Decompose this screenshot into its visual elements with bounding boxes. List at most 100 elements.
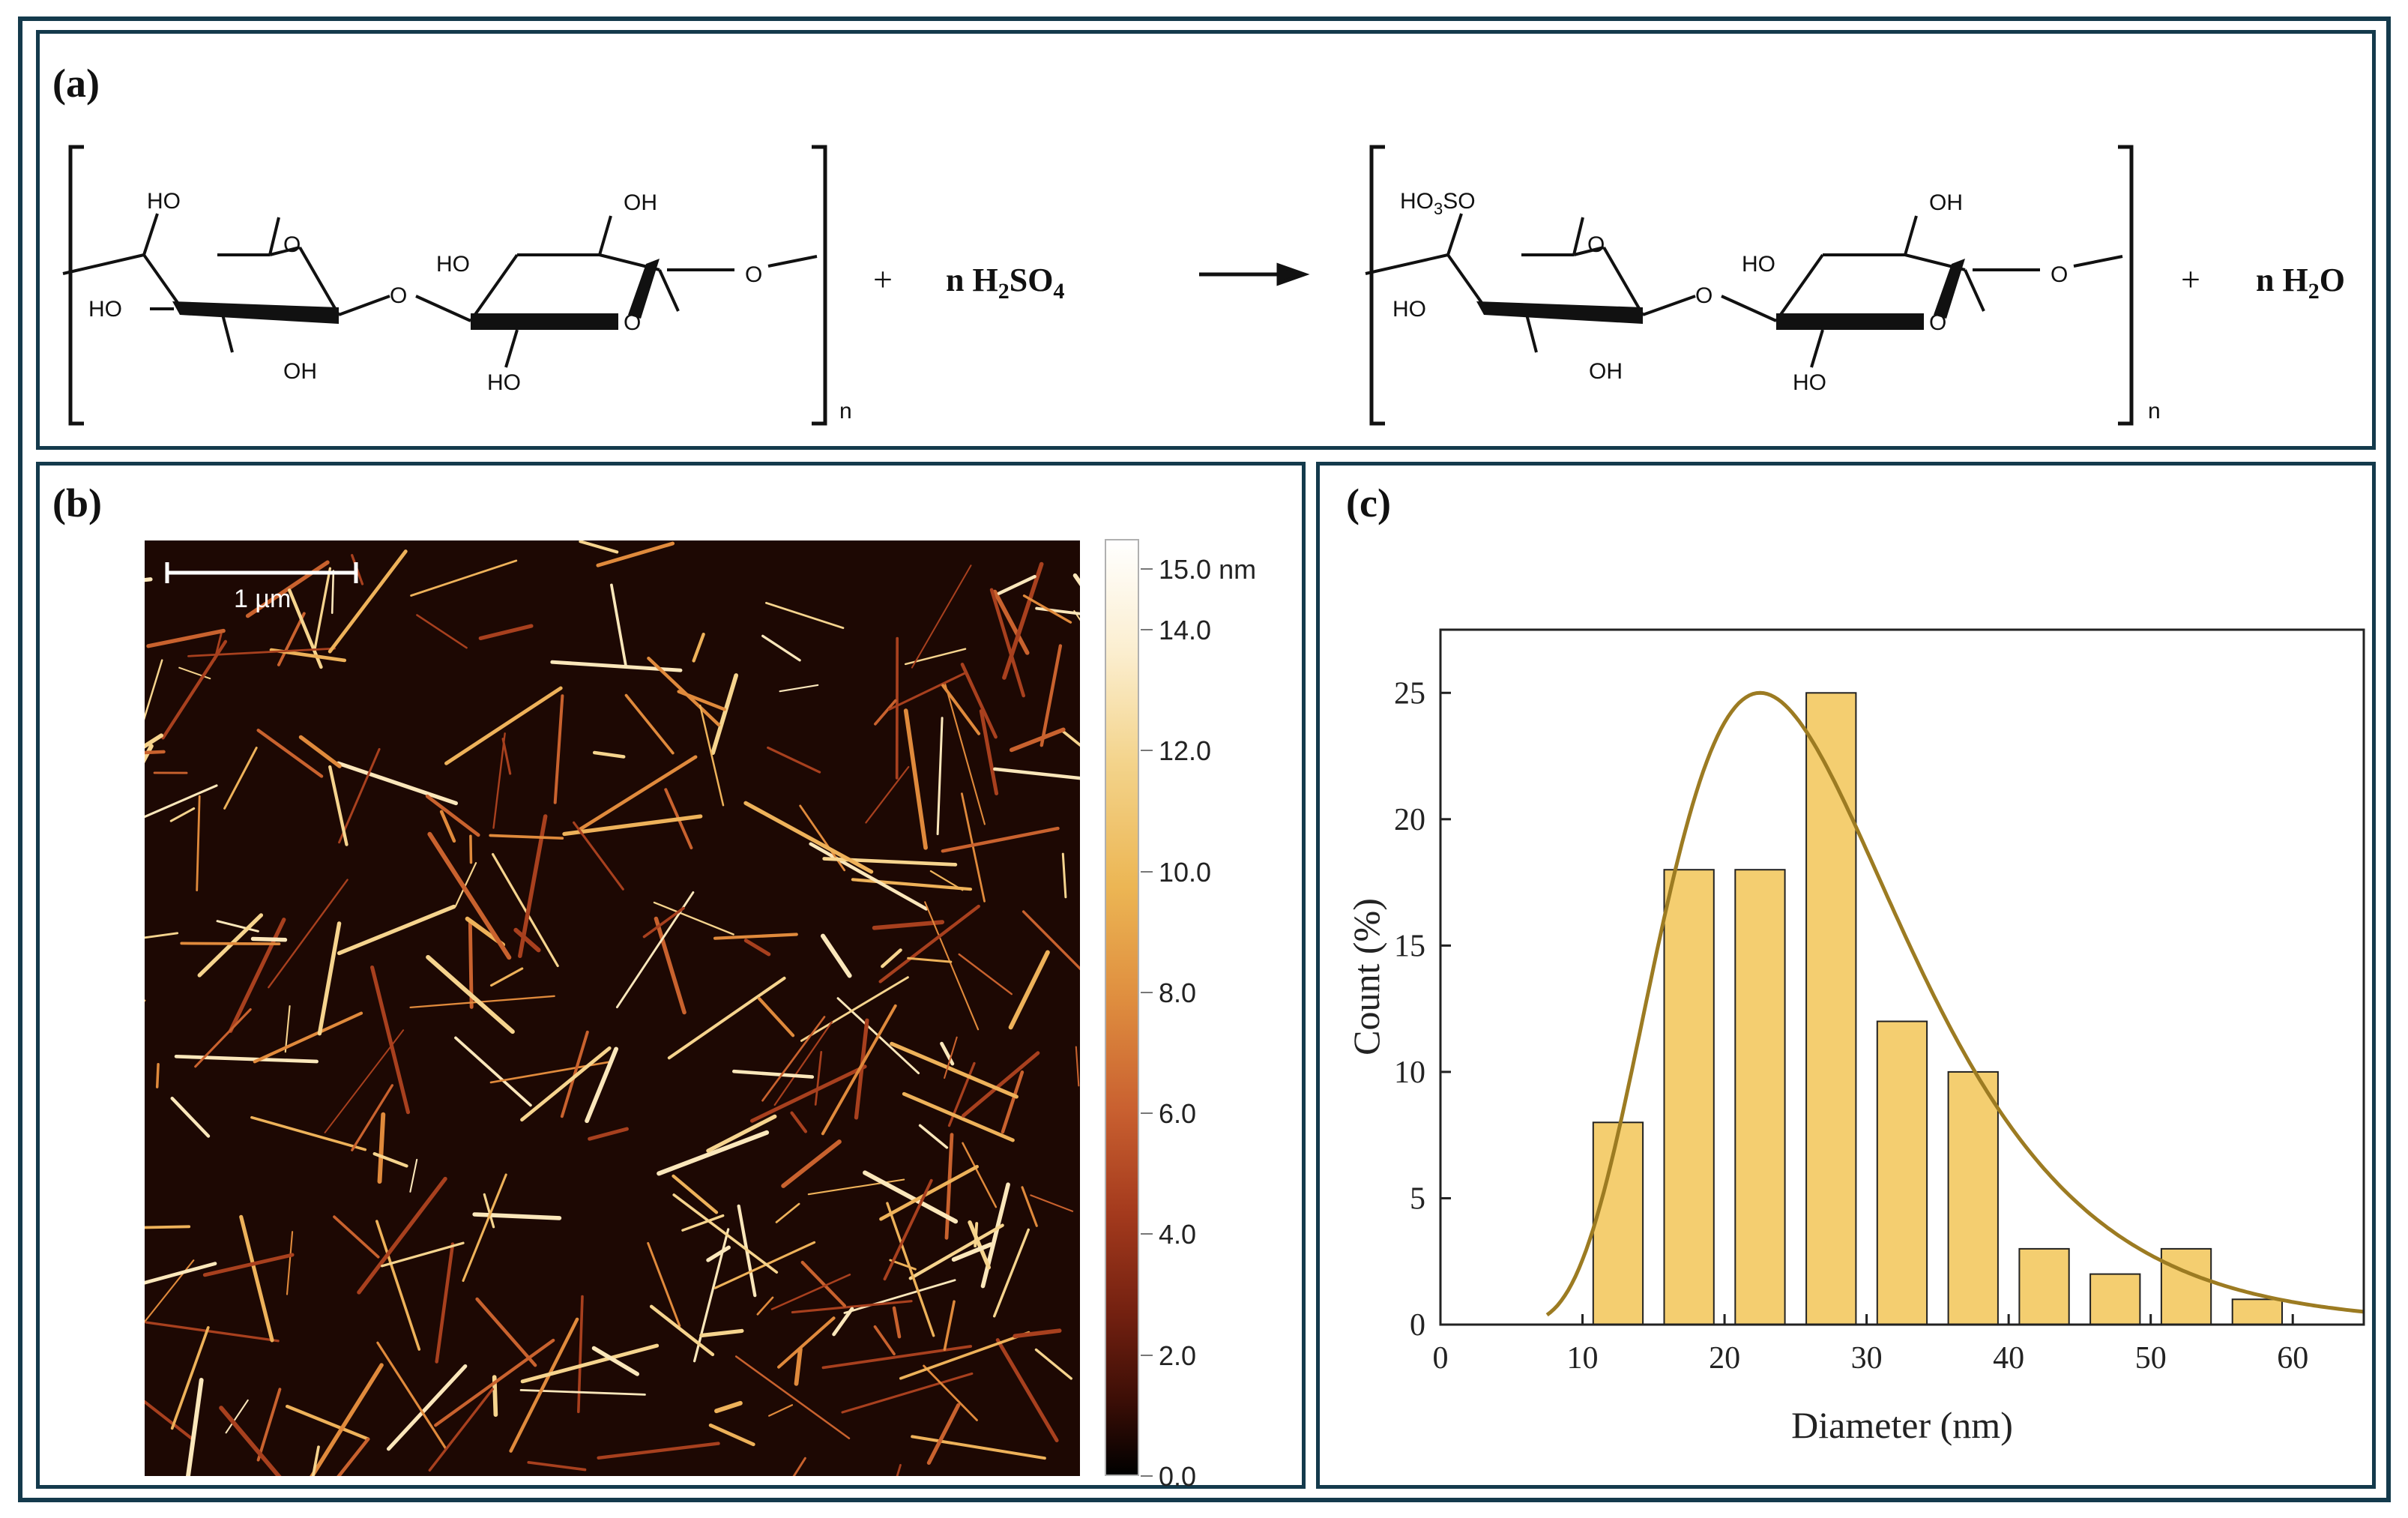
nanocrystal-fiber (472, 1212, 562, 1220)
nanocrystal-fiber (863, 1170, 959, 1224)
nanocrystal-fiber (944, 681, 986, 825)
nanocrystal-fiber (426, 954, 515, 1034)
nanocrystal-fiber (800, 1260, 847, 1307)
panel-a-label: (a) (52, 61, 100, 106)
reactant-oh-bottom: OH (283, 359, 317, 384)
nanocrystal-fiber (761, 1016, 826, 1102)
nanocrystal-fiber (708, 1423, 755, 1447)
nanocrystal-fiber (284, 1005, 291, 1053)
nanocrystal-fiber (681, 1214, 725, 1232)
nanocrystal-fiber (256, 729, 324, 778)
nanocrystal-fiber (841, 1372, 974, 1414)
nanocrystal-fiber (375, 1220, 421, 1351)
nanocrystal-fiber (892, 1306, 902, 1339)
reactant-right-bracket (812, 145, 827, 426)
scale-bar-label: 1 µm (234, 585, 292, 613)
water-o: O (2320, 262, 2345, 298)
colorbar-tick-label: 12.0 (1159, 735, 1212, 767)
nanocrystal-fiber (1021, 1186, 1038, 1227)
nanocrystal-fiber (223, 747, 258, 810)
nanocrystal-fiber (573, 821, 624, 891)
reaction-scheme: HO O HO OH O OH HO HO O O n + n H2SO4 (62, 145, 2345, 426)
nanocrystal-fiber (194, 1008, 252, 1068)
nanocrystal-fiber (439, 810, 456, 843)
colorbar-tick-label: 6.0 (1159, 1098, 1197, 1130)
nanocrystal-fiber (478, 624, 534, 641)
nanocrystal-fiber (298, 735, 342, 768)
nanocrystal-fiber (596, 541, 675, 567)
nanocrystal-fiber (186, 1378, 204, 1476)
reactant-oh-top-right: OH (624, 190, 657, 215)
reagent-sub-4: 4 (1053, 279, 1064, 304)
nanocrystal-fiber (492, 732, 506, 829)
nanocrystal-fiber (865, 765, 910, 824)
reactant-ring-1-wedge (172, 301, 339, 324)
colorbar-tick (1141, 991, 1153, 993)
colorbar-tick (1141, 628, 1153, 630)
nanocrystal-fiber (941, 826, 1060, 853)
nanocrystal-fiber (489, 1061, 612, 1084)
nanocrystal-fiber (317, 921, 342, 1036)
nanocrystal-fiber (667, 976, 786, 1060)
panel-c-label: (c) (1346, 481, 1391, 525)
reactant-ho-top: HO (147, 189, 181, 214)
colorbar-tick (1141, 1475, 1153, 1477)
nanocrystal-fiber (146, 628, 226, 648)
scale-bar (165, 562, 358, 583)
nanocrystal-fiber (807, 1178, 905, 1196)
reagent-formula: n H2SO4 (946, 262, 1064, 304)
reaction-plus-2: + (2181, 260, 2200, 298)
product-ho: HO (1400, 189, 1434, 214)
colorbar-tick (1141, 870, 1153, 873)
nanocrystal-fiber (310, 1363, 384, 1476)
nanocrystal-fiber (553, 694, 564, 804)
nanocrystal-fiber (435, 1242, 455, 1364)
product-subscript-n: n (2148, 399, 2161, 424)
reactant-subscript-n: n (839, 399, 852, 424)
colorbar-tick (1141, 750, 1153, 752)
nanocrystal-fiber (454, 1036, 532, 1107)
nanocrystal-fiber (145, 1225, 191, 1229)
nanocrystal-fiber (1009, 727, 1066, 753)
panel-c (1316, 462, 2376, 1489)
nanocrystal-fiber (968, 1220, 992, 1270)
nanocrystal-fiber (351, 1084, 394, 1151)
nanocrystal-fiber (899, 1331, 1031, 1380)
nanocrystal-fiber (926, 1403, 961, 1466)
nanocrystal-fiber (520, 1343, 660, 1384)
nanocrystal-fiber (881, 948, 902, 969)
nanocrystal-fiber (285, 1404, 370, 1441)
colorbar-tick (1141, 568, 1153, 570)
nanocrystal-fiber (250, 1115, 367, 1151)
product-hso3-group: HO3SO (1400, 189, 1476, 218)
nanocrystal-fiber (944, 1036, 958, 1079)
nanocrystal-fiber (174, 1054, 319, 1064)
nanocrystal-fiber (851, 878, 973, 891)
product-right-bracket (2118, 145, 2134, 426)
water-h: H (2282, 262, 2308, 298)
product-oh-bottom: OH (1589, 359, 1623, 384)
water-coefficient: n (2256, 262, 2274, 298)
nanocrystal-fiber (381, 1241, 465, 1268)
nanocrystal-fiber (642, 906, 685, 939)
nanocrystal-fiber (992, 1228, 1031, 1318)
nanocrystal-fiber (907, 957, 953, 963)
nanocrystal-fiber (773, 1021, 833, 1106)
nanocrystal-fiber (376, 1341, 447, 1451)
nanocrystal-fiber (883, 1178, 933, 1281)
nanocrystal-fiber (1075, 1046, 1080, 1087)
nanocrystal-fiber (951, 1242, 993, 1262)
nanocrystal-fiber (1022, 910, 1080, 971)
nanocrystal-fiber (997, 574, 1036, 595)
nanocrystal-fiber (908, 1223, 1004, 1280)
nanocrystal-fiber (145, 1400, 193, 1440)
reagent-sub-2: 2 (998, 279, 1010, 304)
nanocrystal-fiber (911, 1435, 1046, 1460)
nanocrystal-fiber (992, 589, 1030, 655)
nanocrystal-fiber (731, 1069, 815, 1079)
nanocrystal-fiber (821, 1345, 973, 1370)
nanocrystal-fiber (734, 1355, 851, 1439)
nanocrystal-fiber (944, 1133, 954, 1240)
nanocrystal-fiber (979, 709, 999, 795)
nanocrystal-fiber (879, 1164, 979, 1221)
